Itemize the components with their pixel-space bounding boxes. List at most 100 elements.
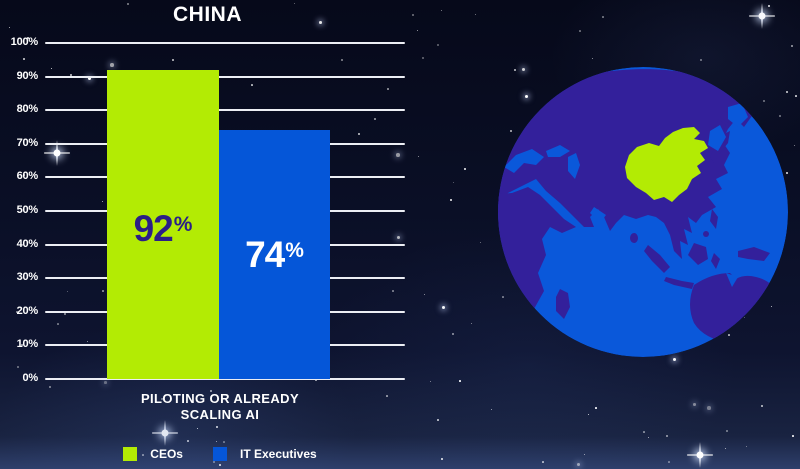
star	[746, 446, 748, 448]
star	[592, 58, 594, 60]
x-axis-label: PILOTING OR ALREADY SCALING AI	[45, 391, 395, 423]
star	[67, 291, 69, 293]
star	[51, 68, 53, 70]
star	[794, 145, 795, 146]
star	[27, 37, 30, 40]
y-axis-tick-label: 30%	[16, 271, 39, 284]
star	[452, 333, 455, 336]
star	[23, 174, 26, 177]
y-axis-tick-label: 10%	[16, 338, 39, 351]
star	[441, 10, 442, 11]
star	[104, 381, 107, 384]
bar-value-label: 92%	[133, 207, 193, 249]
x-axis-label-line1: PILOTING OR ALREADY	[140, 391, 300, 406]
star	[386, 395, 388, 397]
star	[422, 57, 424, 59]
bar-it-executives: 74%	[219, 130, 330, 379]
plot-area: 92% 74%	[45, 42, 405, 380]
star	[223, 441, 225, 443]
star	[602, 16, 604, 18]
star	[577, 463, 581, 467]
star	[161, 398, 164, 401]
star	[285, 456, 287, 458]
star	[786, 172, 789, 175]
y-axis-tick-label: 80%	[16, 103, 39, 116]
star	[57, 323, 59, 325]
globe-inland-seas	[504, 103, 748, 287]
star	[102, 201, 104, 203]
star	[417, 30, 419, 32]
star	[666, 435, 669, 438]
star	[430, 381, 432, 383]
star	[441, 458, 443, 460]
star	[480, 242, 482, 244]
star	[471, 323, 473, 325]
star	[216, 426, 219, 429]
star	[102, 290, 104, 292]
star	[294, 3, 295, 4]
star	[768, 5, 771, 8]
gridline	[45, 109, 405, 112]
glow-star	[525, 95, 528, 98]
glow-star	[442, 306, 445, 309]
gridline	[45, 42, 405, 44]
star	[693, 403, 696, 406]
star	[21, 344, 23, 346]
star	[216, 441, 218, 443]
star	[424, 294, 426, 296]
star	[595, 407, 597, 409]
star	[418, 156, 420, 158]
glow-star	[88, 77, 91, 80]
star	[251, 84, 253, 86]
star	[459, 380, 461, 382]
star	[450, 199, 453, 202]
star	[791, 45, 793, 47]
legend-swatch	[212, 447, 227, 461]
star	[795, 95, 797, 97]
star	[726, 430, 728, 432]
star	[341, 59, 344, 62]
star	[510, 130, 512, 132]
y-axis-tick-label: 40%	[16, 237, 39, 250]
legend-item: CEOs	[123, 447, 183, 461]
star	[464, 168, 467, 171]
y-axis-tick-label: 20%	[16, 304, 39, 317]
star	[37, 312, 39, 314]
y-axis-tick-label: 70%	[16, 136, 39, 149]
star	[187, 440, 189, 442]
y-axis-tick-label: 90%	[16, 69, 39, 82]
star	[127, 3, 130, 6]
star	[374, 118, 376, 120]
star	[643, 431, 645, 433]
y-axis-tick-label: 100%	[10, 36, 39, 48]
star	[70, 74, 73, 77]
star	[502, 296, 504, 298]
star	[475, 14, 477, 16]
star	[763, 100, 765, 102]
star	[210, 390, 213, 393]
star	[453, 182, 455, 184]
star	[412, 14, 415, 17]
star	[437, 419, 439, 421]
star	[87, 341, 89, 343]
star	[319, 21, 322, 24]
star	[219, 464, 222, 467]
star	[761, 405, 764, 408]
star	[392, 290, 394, 292]
star	[315, 379, 317, 381]
gridline	[45, 378, 405, 380]
star	[668, 461, 670, 463]
legend-label: CEOs	[150, 447, 183, 461]
legend-label: IT Executives	[239, 447, 317, 461]
star	[110, 63, 114, 67]
star	[17, 366, 19, 368]
star	[491, 409, 493, 411]
star	[707, 406, 711, 410]
star	[700, 59, 702, 61]
chart-title: CHINA	[173, 3, 242, 26]
star	[648, 437, 649, 438]
y-axis-tick-label: 50%	[16, 204, 39, 216]
y-axis-tick-label: 60%	[16, 170, 39, 183]
star	[584, 454, 586, 456]
glow-star	[673, 358, 676, 361]
